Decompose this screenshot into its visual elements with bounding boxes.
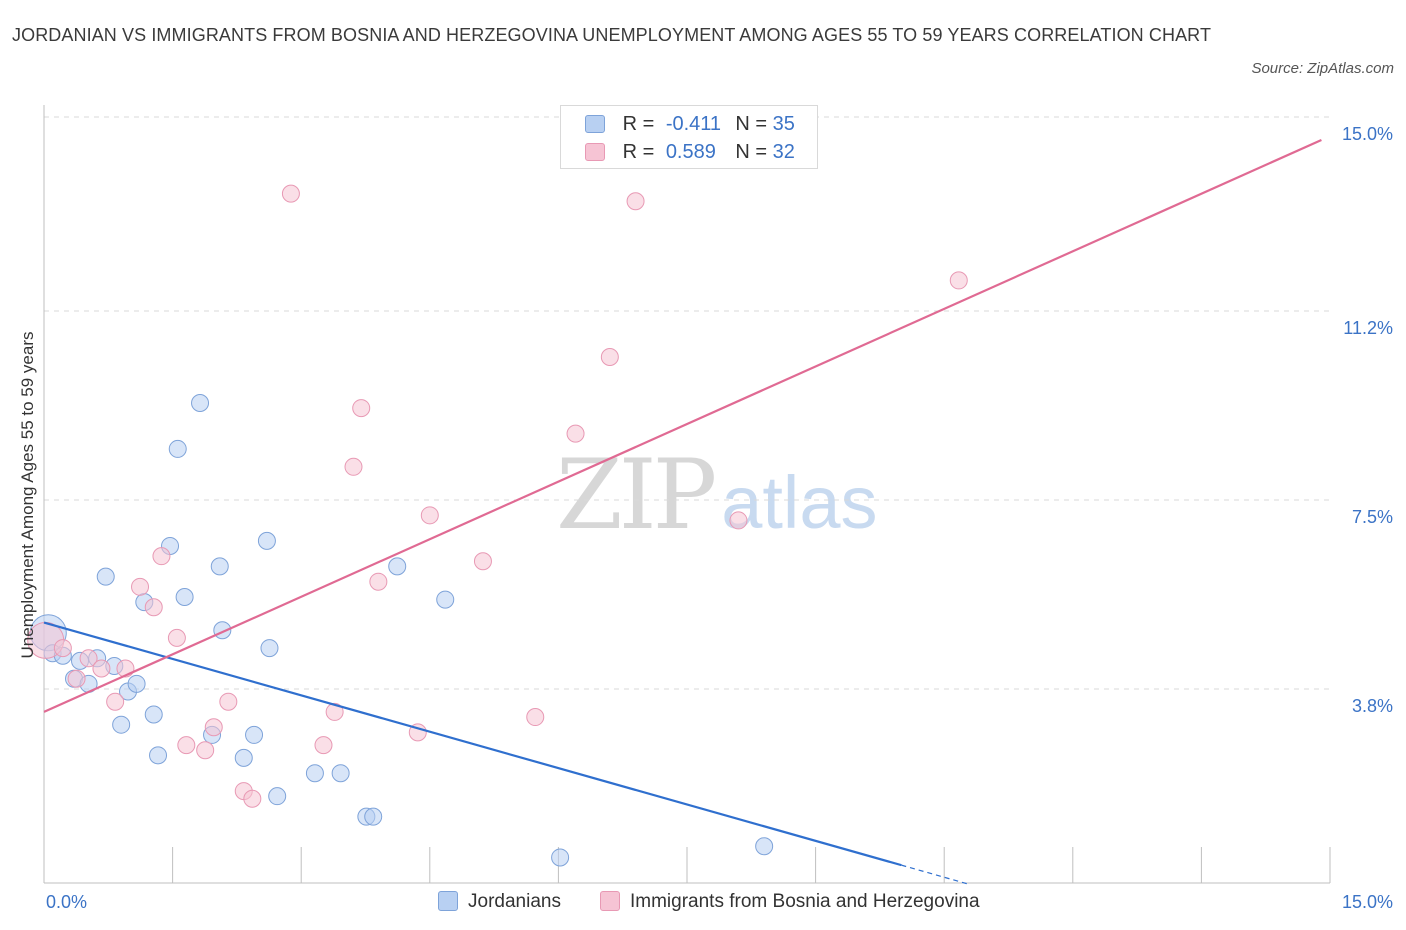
bosnia-point bbox=[344, 457, 363, 476]
jordanian-point bbox=[551, 848, 570, 867]
correlation-legend: R = -0.411 N = 35 R = 0.589 N = 32 bbox=[560, 105, 818, 169]
jordanian-point bbox=[755, 837, 774, 856]
bosnia-point bbox=[281, 184, 300, 203]
jordanian-point bbox=[245, 725, 264, 744]
bosnia-point bbox=[144, 598, 163, 617]
source-label: Source: ZipAtlas.com bbox=[1251, 60, 1394, 77]
series-label: Jordanians bbox=[468, 891, 561, 912]
legend-n-label: N = bbox=[735, 113, 768, 135]
jordanian-point bbox=[305, 764, 324, 783]
jordanian-point bbox=[175, 588, 194, 607]
bosnia-point bbox=[314, 736, 333, 755]
legend-swatch-blue bbox=[585, 115, 605, 133]
bosnia-point bbox=[949, 271, 968, 290]
bosnia-point bbox=[352, 399, 371, 418]
legend-n-value: 32 bbox=[772, 141, 795, 163]
jordanian-point bbox=[144, 705, 163, 724]
series-legend-bosnia[interactable]: Immigrants from Bosnia and Herzegovina bbox=[600, 888, 980, 916]
legend-r-value: -0.411 bbox=[665, 113, 722, 135]
x-tick-label: 0.0% bbox=[46, 892, 87, 912]
jordanian-point bbox=[234, 748, 253, 767]
bosnia-trend-line bbox=[43, 138, 1322, 713]
jordanian-point bbox=[331, 764, 350, 783]
jordanian-point bbox=[364, 807, 383, 826]
y-tick-label: 3.8% bbox=[1352, 696, 1393, 716]
bosnia-point bbox=[92, 659, 111, 678]
jordanian-point bbox=[127, 674, 146, 693]
jordanian-point bbox=[388, 557, 407, 576]
bosnia-point bbox=[729, 511, 748, 530]
jordanian-point bbox=[210, 557, 229, 576]
bosnia-point bbox=[243, 789, 262, 808]
gridlines bbox=[44, 116, 1330, 690]
bosnia-point bbox=[106, 692, 125, 711]
jordanian-point bbox=[168, 439, 187, 458]
y-tick-label: 11.2% bbox=[1343, 318, 1393, 338]
series-label: Immigrants from Bosnia and Herzegovina bbox=[630, 891, 980, 912]
bosnia-point bbox=[177, 736, 196, 755]
legend-n-label: N = bbox=[735, 141, 768, 163]
axes bbox=[43, 105, 1331, 884]
legend-r-label: R = bbox=[622, 141, 655, 163]
bosnia-point bbox=[369, 572, 388, 591]
bosnia-point bbox=[152, 547, 171, 566]
jordanian-trend-line bbox=[43, 621, 902, 867]
bosnia-point bbox=[626, 192, 645, 211]
jordanian-point bbox=[112, 715, 131, 734]
bosnia-point bbox=[196, 741, 215, 760]
bosnia-point bbox=[131, 577, 150, 596]
legend-row-bosnia: R = 0.589 N = 32 bbox=[585, 139, 795, 165]
legend-n-value: 35 bbox=[772, 113, 795, 135]
bosnia-point bbox=[53, 639, 72, 658]
bosnia-point bbox=[473, 552, 492, 571]
legend-r-label: R = bbox=[622, 113, 655, 135]
x-tick-label: 15.0% bbox=[1342, 892, 1393, 912]
watermark-atlas: atlas bbox=[721, 461, 878, 544]
series-legend-jordanians[interactable]: Jordanians bbox=[438, 888, 561, 916]
data-points bbox=[27, 184, 968, 867]
bosnia-point bbox=[167, 628, 186, 647]
bosnia-point bbox=[325, 702, 344, 721]
jordanian-point bbox=[436, 590, 455, 609]
jordanian-point bbox=[96, 567, 115, 586]
legend-swatch-pink bbox=[585, 143, 605, 161]
y-axis-title: Unemployment Among Ages 55 to 59 years bbox=[18, 332, 37, 659]
bosnia-point bbox=[204, 718, 223, 737]
jordanian-trend-extension bbox=[901, 864, 971, 886]
bosnia-point bbox=[600, 348, 619, 367]
y-tick-label: 7.5% bbox=[1352, 507, 1393, 527]
jordanian-point bbox=[260, 639, 279, 658]
legend-r-value: 0.589 bbox=[665, 141, 716, 163]
axis-labels: 3.8% 7.5% 11.2% 15.0% 0.0% 15.0% Unemployment … bbox=[18, 124, 1393, 912]
y-tick-label: 15.0% bbox=[1342, 124, 1393, 144]
jordanian-point bbox=[149, 746, 168, 765]
bosnia-point bbox=[79, 649, 98, 668]
trend-lines bbox=[43, 138, 1322, 886]
jordanian-point bbox=[268, 787, 287, 806]
bosnia-point bbox=[526, 708, 545, 727]
bosnia-point bbox=[67, 669, 86, 688]
zipatlas-watermark: ZIP atlas bbox=[556, 440, 878, 558]
bosnia-point bbox=[420, 506, 439, 525]
watermark-zip: ZIP bbox=[556, 439, 717, 551]
legend-row-jordanians: R = -0.411 N = 35 bbox=[585, 111, 795, 137]
bosnia-point bbox=[566, 424, 585, 443]
jordanian-point bbox=[191, 393, 210, 412]
bosnia-point bbox=[219, 692, 238, 711]
series-swatch-blue bbox=[438, 891, 458, 911]
chart-title: JORDANIAN VS IMMIGRANTS FROM BOSNIA AND … bbox=[12, 25, 1212, 45]
series-legend: Jordanians Immigrants from Bosnia and He… bbox=[0, 888, 1406, 916]
jordanian-point bbox=[257, 531, 276, 550]
series-swatch-pink bbox=[600, 891, 620, 911]
